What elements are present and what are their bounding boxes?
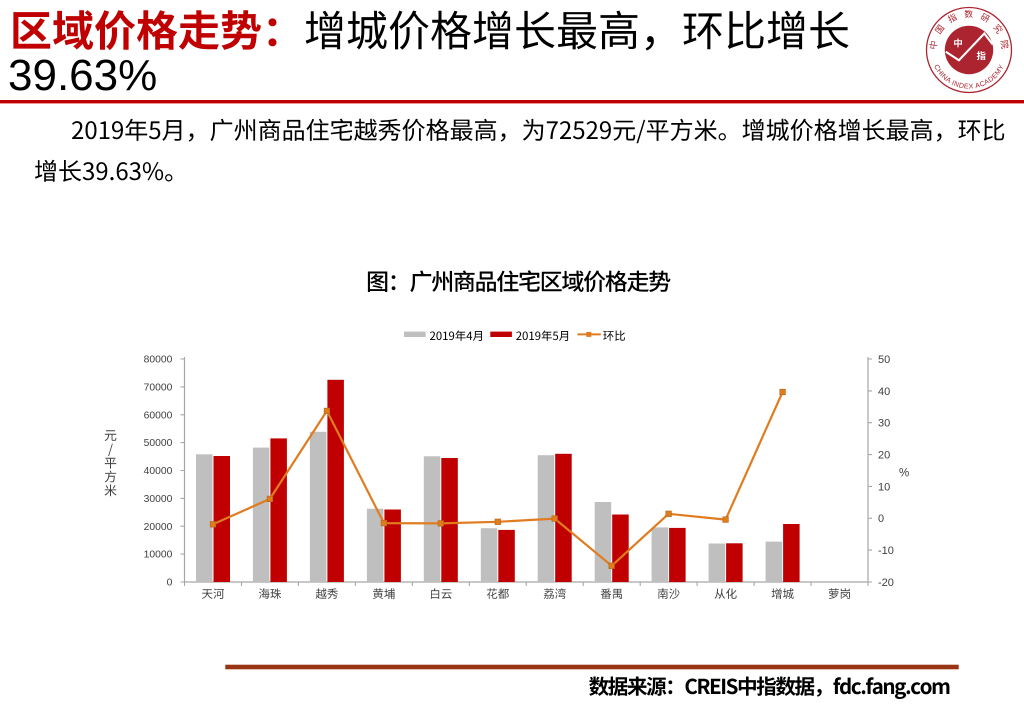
svg-text:0: 0 bbox=[878, 513, 884, 525]
svg-text:10: 10 bbox=[878, 481, 890, 493]
svg-text:50: 50 bbox=[878, 354, 890, 366]
svg-text:70000: 70000 bbox=[144, 383, 173, 394]
svg-text:30000: 30000 bbox=[144, 494, 173, 505]
svg-text:60000: 60000 bbox=[144, 410, 173, 421]
svg-text:20000: 20000 bbox=[144, 522, 173, 533]
svg-text:-20: -20 bbox=[878, 577, 894, 589]
svg-text:-10: -10 bbox=[878, 545, 894, 557]
svg-text:80000: 80000 bbox=[144, 355, 173, 366]
svg-text:20: 20 bbox=[878, 450, 890, 462]
svg-text:10000: 10000 bbox=[144, 550, 173, 561]
svg-text:50000: 50000 bbox=[144, 438, 173, 449]
svg-text:0: 0 bbox=[167, 578, 173, 589]
svg-text:40000: 40000 bbox=[144, 466, 173, 477]
svg-text:%: % bbox=[899, 468, 909, 480]
svg-text:30: 30 bbox=[878, 418, 890, 430]
svg-text:40: 40 bbox=[878, 386, 890, 398]
svg-text:39.63%: 39.63% bbox=[8, 51, 157, 100]
